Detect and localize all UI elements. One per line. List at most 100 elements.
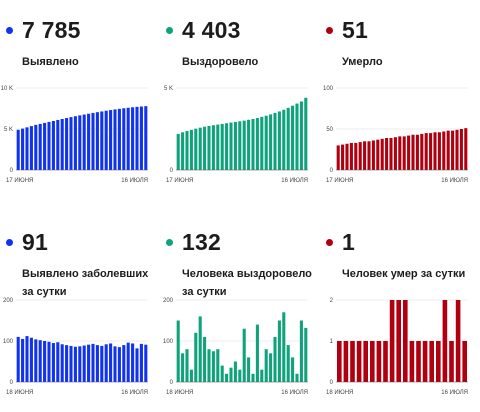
x-tick-label: 16 ИЮЛЯ (281, 178, 308, 184)
bar (82, 345, 86, 382)
bar (343, 341, 349, 382)
bar (91, 343, 95, 382)
bar (117, 347, 121, 382)
bar (251, 118, 255, 170)
stat-value: 1 (342, 228, 355, 255)
bar (304, 97, 308, 170)
bar (255, 324, 259, 382)
bar (34, 124, 38, 170)
bar (100, 345, 104, 382)
x-tick-label: 17 ИЮНЯ (326, 178, 353, 184)
bar (396, 300, 402, 382)
bar (207, 349, 211, 382)
bar (409, 341, 415, 382)
bar (43, 341, 47, 382)
bar (51, 343, 55, 382)
x-tick-label: 18 ИЮНЯ (6, 390, 33, 396)
y-tick-label: 0 (330, 168, 334, 174)
bar (139, 106, 143, 170)
y-tick-label: 2 (330, 298, 334, 304)
bar (341, 144, 345, 170)
bar (402, 136, 406, 170)
bar (295, 103, 299, 170)
bar (203, 336, 207, 382)
bar (385, 138, 389, 170)
bar (176, 133, 180, 170)
stat-value: 7 785 (22, 16, 81, 43)
stat-daily-deaths: 1 Человек умер за сутки 0 1 2 18 ИЮНЯ 16 ИЮЛ… (320, 212, 480, 412)
bar (273, 336, 277, 382)
y-tick-label: 10 K (1, 86, 13, 92)
stat-daily-cases: 91 Выявлено заболевших за сутки 0 100 200 1… (0, 212, 160, 412)
bullet-icon (166, 238, 173, 246)
bar (446, 130, 450, 170)
bar (371, 140, 375, 170)
bar (65, 345, 69, 382)
bar (207, 125, 211, 170)
bar (194, 332, 198, 382)
bar (363, 341, 369, 382)
chart-daily-deaths: 0 1 2 18 ИЮНЯ 16 ИЮЛЯ (326, 298, 468, 396)
bar (91, 112, 95, 170)
bar (56, 119, 60, 170)
bar (229, 122, 233, 170)
bar (407, 135, 411, 170)
bar (269, 353, 273, 382)
y-tick-label: 0 (10, 380, 14, 386)
bar (194, 128, 198, 170)
bar (16, 336, 20, 382)
stat-daily-recovered: 132 Человека выздоровело за сутки 0 100 20… (160, 212, 320, 412)
bar (459, 129, 463, 170)
bar (247, 119, 251, 170)
bullet-icon (166, 26, 173, 34)
bar (73, 346, 77, 382)
bar (336, 145, 340, 170)
bar (233, 361, 237, 382)
x-tick-label: 16 ИЮЛЯ (281, 390, 308, 396)
bar (269, 114, 273, 170)
bar (185, 130, 189, 170)
bar (56, 342, 60, 382)
bar (277, 111, 281, 170)
stat-label: Человек умер за сутки (342, 268, 466, 280)
bar (420, 133, 424, 170)
bar (260, 369, 264, 382)
bar (299, 101, 303, 170)
bar (95, 345, 99, 382)
stat-value: 51 (342, 16, 368, 43)
bar (260, 116, 264, 170)
bar (286, 345, 290, 382)
y-tick-label: 0 (330, 380, 334, 386)
y-tick-label: 100 (323, 86, 334, 92)
bar (144, 344, 148, 382)
bar (216, 349, 220, 382)
bar (336, 341, 342, 382)
bar (198, 316, 202, 382)
stat-value: 4 403 (182, 16, 241, 43)
bar (135, 348, 139, 382)
bar (220, 123, 224, 170)
bar (437, 132, 441, 170)
bar (389, 138, 393, 170)
bar (113, 346, 117, 382)
bar (122, 345, 126, 382)
bar (451, 130, 455, 170)
bar (238, 369, 242, 382)
bar (354, 142, 358, 170)
bar (78, 115, 82, 170)
bar (455, 300, 461, 382)
bar (51, 120, 55, 170)
bar (299, 320, 303, 382)
bar (73, 116, 77, 170)
y-tick-label: 200 (3, 298, 14, 304)
stat-total-cases: 7 785 Выявлено 0 5 K 10 K 17 ИЮНЯ 16 ИЮЛЯ (0, 0, 160, 200)
bar (203, 126, 207, 170)
bar (82, 114, 86, 170)
bar (286, 107, 290, 170)
x-tick-label: 16 ИЮЛЯ (441, 390, 468, 396)
x-tick-label: 17 ИЮНЯ (6, 178, 33, 184)
bar (358, 142, 362, 170)
bullet-icon (326, 26, 333, 34)
y-tick-label: 5 K (4, 127, 13, 133)
bar (291, 357, 295, 382)
